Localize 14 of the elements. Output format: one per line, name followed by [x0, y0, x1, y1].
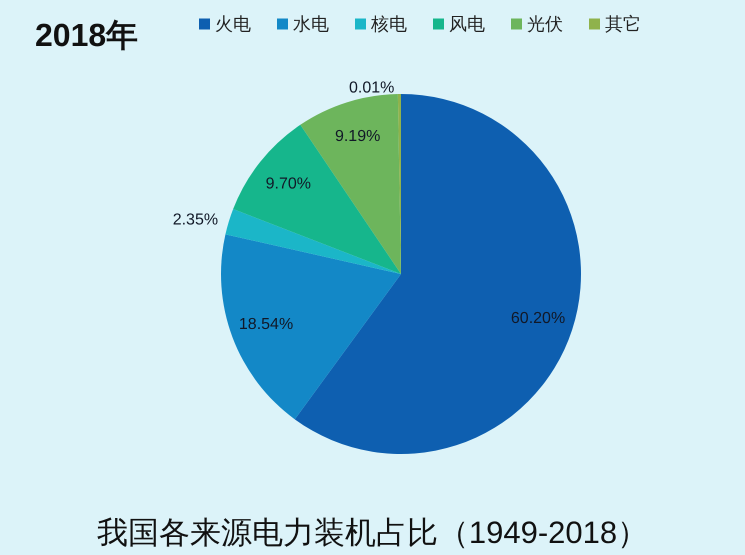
legend-label: 风电 [449, 14, 485, 34]
legend-label: 核电 [370, 14, 407, 34]
chart-title: 2018年 [35, 17, 138, 53]
legend-label: 水电 [293, 14, 329, 34]
text: 我国各来源电力装机占比（1949-2018） [96, 515, 648, 550]
data-label: 2.35% [172, 211, 218, 228]
data-label: 60.20% [510, 310, 566, 328]
data-label: 9.70% [266, 176, 312, 193]
legend-label: 其它 [605, 14, 641, 34]
legend-label: 光伏 [527, 14, 563, 34]
legend-label: 火电 [215, 14, 251, 34]
data-label: 0.01% [349, 80, 394, 97]
data-label: 9.19% [334, 128, 380, 146]
data-label: 18.54% [238, 316, 294, 334]
